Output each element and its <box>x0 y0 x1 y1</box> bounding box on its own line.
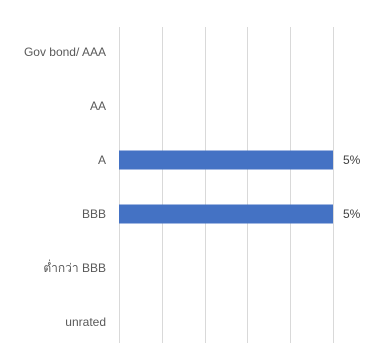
data-label: 5% <box>343 207 361 221</box>
data-labels: 5% 5% <box>343 153 361 221</box>
bar <box>119 204 333 224</box>
gridlines <box>119 27 334 343</box>
category-label: BBB <box>82 207 106 221</box>
bar <box>119 150 333 170</box>
data-label: 5% <box>343 153 361 167</box>
category-label: AA <box>90 99 106 113</box>
bars <box>119 150 333 224</box>
category-label: Gov bond/ AAA <box>24 45 106 59</box>
category-label: A <box>98 153 106 167</box>
category-label: ต่ำกว่า BBB <box>43 259 106 275</box>
category-label: unrated <box>65 315 106 329</box>
